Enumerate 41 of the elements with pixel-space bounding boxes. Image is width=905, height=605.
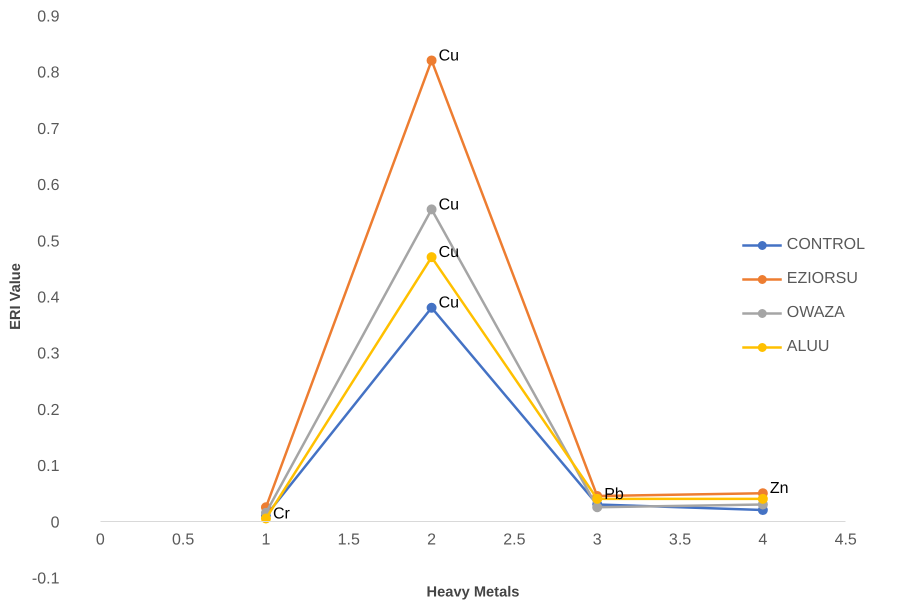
legend-label: OWAZA <box>786 304 845 322</box>
point <box>260 514 271 524</box>
y-tick-label: 0.7 <box>37 120 60 138</box>
annotation: Zn <box>770 480 789 498</box>
y-tick-label: 0.5 <box>37 233 60 250</box>
x-tick-label: 0.5 <box>172 531 194 548</box>
point <box>426 302 437 313</box>
y-tick-label: 0.4 <box>37 290 60 306</box>
x-tick-label: 1 <box>262 531 271 548</box>
x-tick-label: 3 <box>592 531 602 548</box>
y-tick-label: -0.1 <box>32 570 60 588</box>
x-tick-label: 0 <box>96 531 105 548</box>
annotation: Cr <box>272 505 291 522</box>
annotation: Cu <box>438 47 460 64</box>
y-tick-label: 0.6 <box>37 177 60 194</box>
point <box>426 204 437 214</box>
point <box>592 502 602 512</box>
x-tick-label: 3.5 <box>668 531 692 548</box>
x-tick-label: 2.5 <box>503 531 526 548</box>
x-tick-label: 4.5 <box>834 531 857 548</box>
y-tick-label: 0.2 <box>37 402 60 419</box>
point <box>426 252 437 262</box>
y-tick-label: 0.3 <box>37 346 60 363</box>
annotation: Cu <box>438 244 460 262</box>
y-tick-label: 0.1 <box>37 458 60 476</box>
point <box>426 55 437 66</box>
annotation: Cu <box>438 196 460 214</box>
y-axis-title: ERI Value <box>8 263 24 330</box>
legend-label: CONTROL <box>786 236 865 254</box>
point <box>758 494 768 504</box>
x-tick-label: 2 <box>427 531 436 548</box>
legend-label: EZIORSU <box>786 270 858 288</box>
legend-label: ALUU <box>786 338 830 356</box>
y-tick-label: 0.9 <box>37 8 60 26</box>
point <box>592 494 602 504</box>
x-tick-label: 1.5 <box>338 531 360 548</box>
x-tick-label: 4 <box>758 531 768 548</box>
x-axis-title: Heavy Metals <box>426 584 520 600</box>
y-tick-label: 0.8 <box>37 64 60 82</box>
y-tick-label: 0 <box>50 514 60 532</box>
annotation: Cu <box>438 294 460 312</box>
